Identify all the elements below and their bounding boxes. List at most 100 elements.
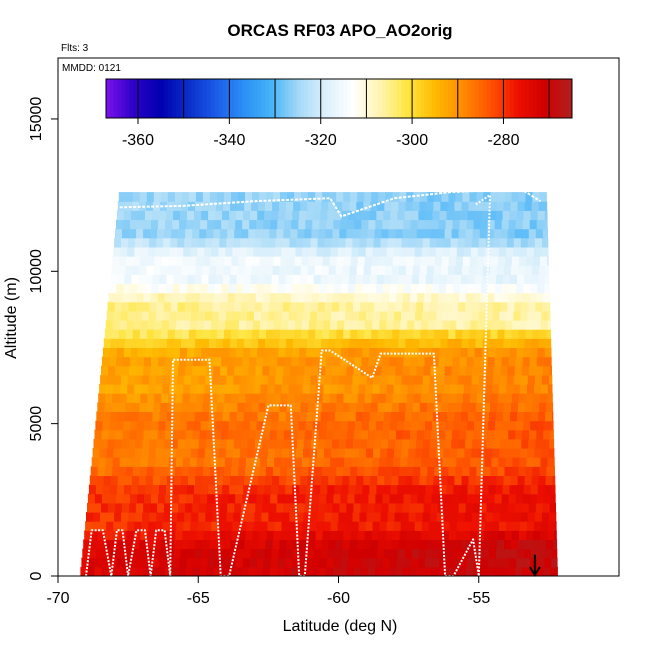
heatmap-cell	[101, 493, 110, 504]
heatmap-cell	[496, 548, 504, 559]
heatmap-cell	[520, 374, 529, 385]
heatmap-cell	[124, 475, 133, 486]
heatmap-cell	[347, 283, 356, 294]
heatmap-cell	[231, 457, 240, 467]
heatmap-cell	[145, 210, 153, 221]
colorbar-segment	[346, 79, 352, 118]
heatmap-cell	[434, 530, 443, 540]
colorbar-segment	[350, 79, 356, 118]
heatmap-cell	[237, 338, 245, 348]
heatmap-cell	[179, 557, 188, 568]
heatmap-cell	[372, 320, 380, 330]
heatmap-cell	[188, 466, 197, 476]
heatmap-cell	[383, 210, 391, 221]
heatmap-cell	[491, 384, 500, 394]
colorbar-segment	[109, 79, 115, 118]
heatmap-cell	[370, 475, 378, 486]
heatmap-cell	[368, 557, 377, 568]
heatmap-cell	[498, 384, 507, 394]
heatmap-cell	[424, 356, 433, 367]
heatmap-cell	[416, 301, 424, 312]
heatmap-cell	[256, 283, 265, 294]
heatmap-cell	[354, 493, 362, 504]
heatmap-cell	[397, 274, 406, 284]
heatmap-cell	[118, 402, 126, 412]
heatmap-cell	[241, 566, 250, 576]
heatmap-cell	[345, 310, 353, 321]
heatmap-cell	[204, 448, 213, 458]
heatmap-cell	[416, 228, 425, 239]
heatmap-cell	[490, 329, 498, 339]
heatmap-cell	[538, 338, 547, 348]
heatmap-cell	[446, 557, 454, 568]
heatmap-cell	[140, 457, 149, 467]
heatmap-cell	[326, 219, 334, 230]
heatmap-cell	[411, 484, 419, 495]
heatmap-cell	[340, 557, 349, 568]
heatmap-cell	[433, 539, 442, 550]
heatmap-cell	[144, 356, 152, 367]
heatmap-cell	[298, 356, 306, 367]
heatmap-cell	[456, 457, 464, 467]
colorbar-segment	[117, 79, 123, 118]
heatmap-cell	[125, 466, 134, 476]
heatmap-cell	[533, 521, 542, 531]
heatmap-cell	[476, 192, 484, 202]
heatmap-cell	[228, 219, 236, 230]
heatmap-cell	[507, 438, 515, 449]
heatmap-cell	[322, 530, 331, 540]
heatmap-cell	[306, 210, 314, 221]
heatmap-cell	[396, 219, 405, 230]
heatmap-cell	[380, 374, 389, 385]
heatmap-cell	[442, 246, 451, 257]
heatmap-cell	[341, 347, 349, 358]
colorbar-segment	[533, 79, 538, 118]
heatmap-cell	[349, 402, 358, 412]
heatmap-cell	[107, 438, 116, 449]
heatmap-cell	[553, 466, 555, 476]
heatmap-cell	[504, 466, 513, 476]
heatmap-cell	[97, 402, 105, 412]
heatmap-cell	[459, 493, 468, 504]
heatmap-cell	[114, 438, 123, 449]
heatmap-cell	[516, 557, 524, 568]
heatmap-cell	[142, 438, 151, 449]
heatmap-cell	[164, 429, 173, 440]
heatmap-cell	[487, 566, 495, 576]
heatmap-cell	[275, 438, 284, 449]
heatmap-cell	[224, 256, 232, 266]
heatmap-cell	[415, 512, 424, 522]
heatmap-cell	[224, 457, 233, 467]
heatmap-cell	[543, 566, 551, 576]
colorbar-segment	[377, 79, 383, 118]
heatmap-cell	[425, 274, 434, 284]
heatmap-cell	[273, 466, 281, 476]
heatmap-cell	[119, 457, 128, 467]
heatmap-cell	[194, 210, 202, 221]
heatmap-cell	[152, 484, 160, 495]
heatmap-cell	[327, 347, 335, 358]
heatmap-cell	[251, 539, 260, 550]
heatmap-cell	[503, 338, 512, 348]
heatmap-cell	[519, 246, 528, 257]
heatmap-cell	[160, 539, 168, 550]
heatmap-cell	[532, 265, 540, 275]
heatmap-cell	[318, 228, 326, 239]
heatmap-cell	[101, 502, 109, 513]
heatmap-cell	[317, 310, 325, 321]
heatmap-cell	[503, 411, 511, 422]
heatmap-cell	[502, 484, 511, 495]
heatmap-cell	[238, 256, 247, 266]
heatmap-cell	[295, 521, 304, 531]
heatmap-cell	[230, 338, 238, 348]
heatmap-cell	[385, 192, 393, 202]
heatmap-cell	[310, 448, 318, 458]
heatmap-cell	[372, 521, 381, 531]
heatmap-cell	[299, 548, 308, 559]
heatmap-cell	[96, 548, 104, 559]
heatmap-cell	[202, 402, 211, 412]
heatmap-cell	[250, 210, 258, 221]
heatmap-cell	[131, 548, 139, 559]
heatmap-cell	[216, 539, 225, 550]
